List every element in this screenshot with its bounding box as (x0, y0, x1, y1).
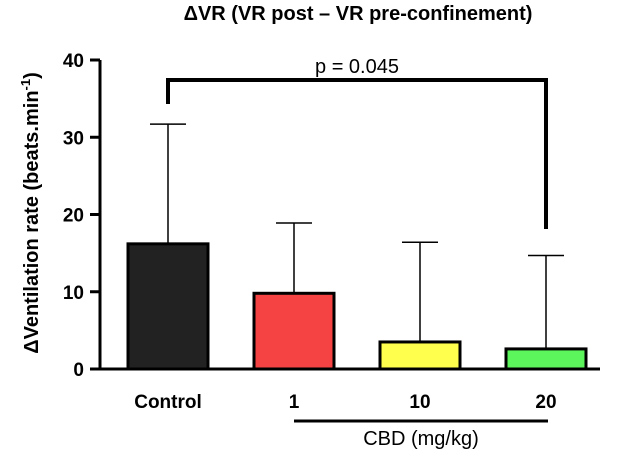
bar-10 (378, 340, 462, 371)
x-tick-label-10: 10 (409, 392, 430, 413)
y-tick-label-10: 10 (63, 283, 84, 304)
x-tick-label-1: 1 (289, 392, 300, 413)
significance-bracket (166, 78, 548, 229)
bar-1 (252, 291, 336, 371)
y-axis-label-main: ΔVentilation rate (beats.min (21, 90, 43, 353)
x-tick-label-20: 20 (535, 392, 556, 413)
y-tick-label-30: 30 (63, 128, 84, 149)
bar-control (126, 242, 210, 371)
x-tick-label-control: Control (134, 392, 202, 413)
y-axis-label: ΔVentilation rate (beats.min-1) (18, 72, 43, 354)
y-axis-label-superscript: -1 (18, 79, 33, 91)
significance-annotation: p = 0.045 (315, 56, 399, 78)
bar-20 (504, 347, 588, 371)
y-tick-label-40: 40 (63, 51, 84, 72)
y-tick-label-0: 0 (73, 360, 84, 381)
y-tick-label-20: 20 (63, 206, 84, 227)
chart-title: ΔVR (VR post – VR pre-confinement) (184, 3, 533, 25)
y-axis-label-close: ) (21, 72, 43, 79)
plot-area: 0 10 20 30 40 Control 1 10 20 CBD (mg/kg) p = 0.04… (63, 51, 600, 450)
group-label: CBD (mg/kg) (363, 428, 479, 450)
svg-text:ΔVentilation rate (beats.min-1: ΔVentilation rate (beats.min-1) (18, 72, 43, 354)
